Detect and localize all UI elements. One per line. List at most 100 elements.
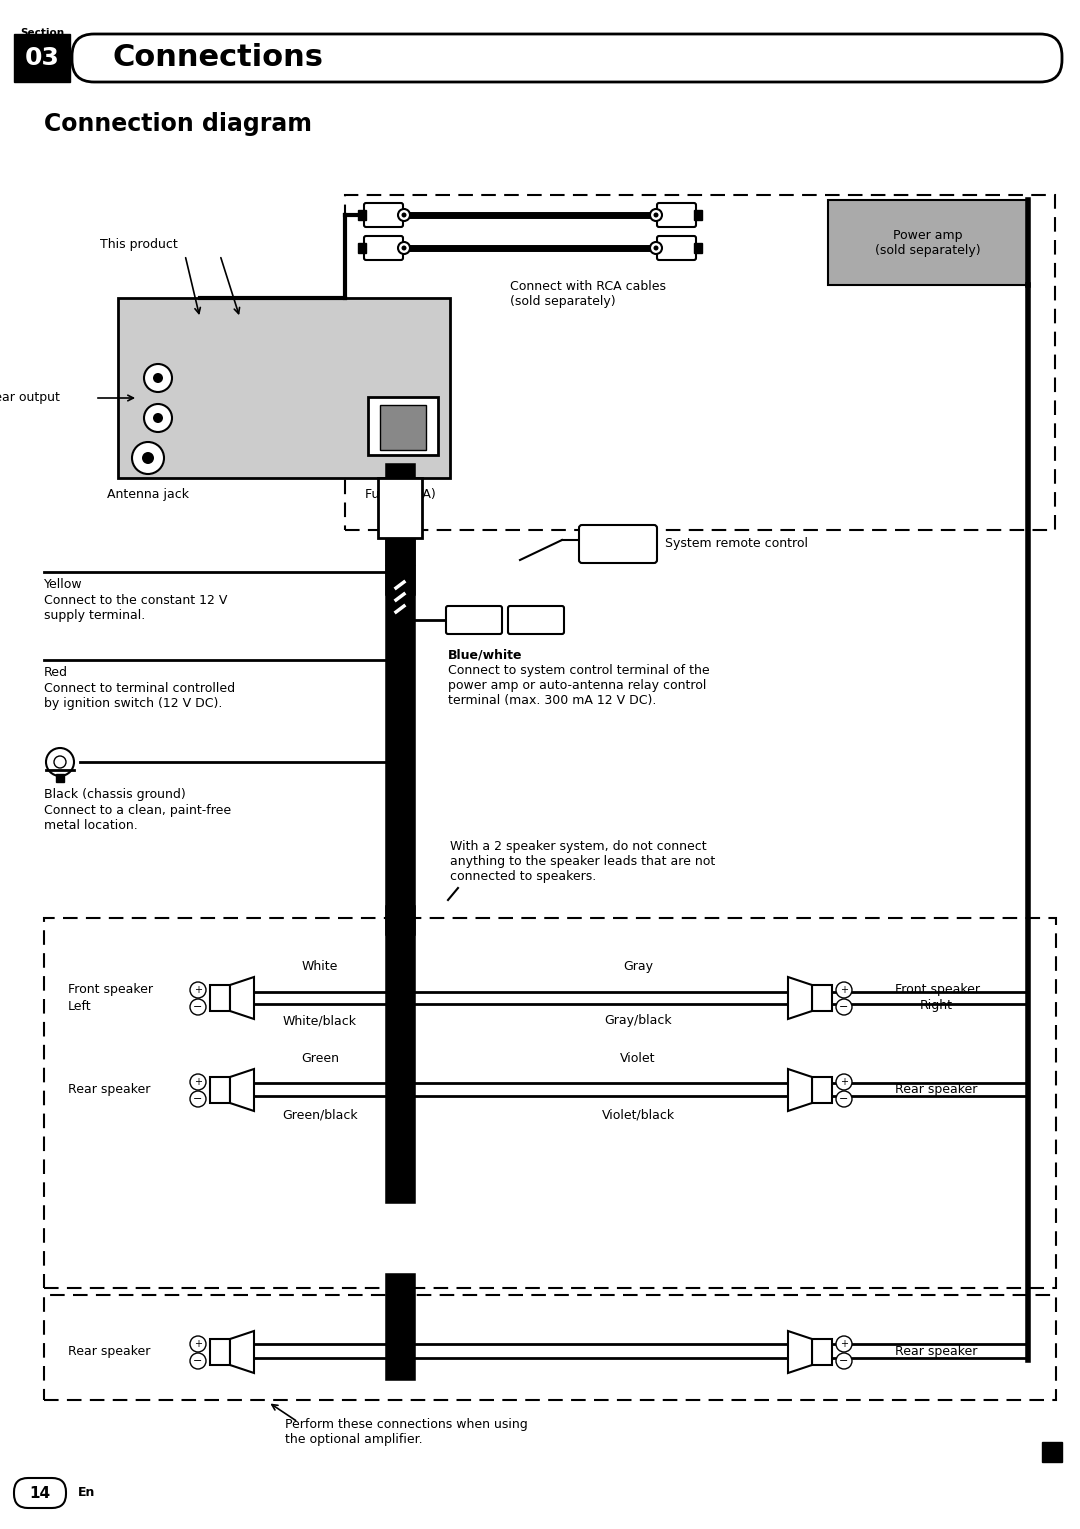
- Text: Rear speaker: Rear speaker: [895, 1346, 977, 1358]
- Bar: [210, 985, 230, 1011]
- Text: Front speaker: Front speaker: [895, 983, 980, 997]
- Text: Rear output: Rear output: [0, 391, 60, 405]
- Text: Connections: Connections: [112, 43, 323, 72]
- Text: −: −: [839, 1095, 849, 1104]
- FancyBboxPatch shape: [364, 203, 403, 226]
- Circle shape: [190, 1336, 206, 1352]
- Polygon shape: [788, 1332, 812, 1373]
- FancyBboxPatch shape: [72, 34, 1062, 83]
- FancyBboxPatch shape: [657, 235, 696, 260]
- Text: Rear speaker: Rear speaker: [895, 1084, 977, 1096]
- Circle shape: [836, 1353, 852, 1368]
- Text: White: White: [301, 960, 338, 972]
- Text: +: +: [194, 985, 202, 995]
- Circle shape: [402, 246, 406, 251]
- Bar: [210, 1076, 230, 1102]
- FancyBboxPatch shape: [14, 1479, 66, 1508]
- Circle shape: [399, 242, 410, 254]
- Bar: [118, 298, 450, 479]
- Circle shape: [836, 1073, 852, 1090]
- Bar: [812, 985, 832, 1011]
- Bar: [378, 479, 422, 538]
- Text: +: +: [840, 985, 848, 995]
- Text: Green/black: Green/black: [282, 1109, 357, 1121]
- Circle shape: [653, 246, 659, 251]
- Text: 03: 03: [25, 46, 59, 70]
- Text: −: −: [193, 1095, 203, 1104]
- Text: Fuse (10 A): Fuse (10 A): [365, 488, 435, 502]
- Circle shape: [190, 982, 206, 998]
- Circle shape: [836, 982, 852, 998]
- Text: −: −: [839, 1356, 849, 1365]
- Polygon shape: [230, 1332, 254, 1373]
- FancyBboxPatch shape: [446, 605, 502, 635]
- Circle shape: [653, 213, 659, 217]
- Circle shape: [650, 242, 662, 254]
- Circle shape: [153, 373, 163, 382]
- Text: Black (chassis ground): Black (chassis ground): [44, 787, 186, 801]
- Circle shape: [402, 213, 406, 217]
- Bar: [210, 1339, 230, 1365]
- Polygon shape: [788, 977, 812, 1018]
- Text: Blue/white: Blue/white: [448, 648, 523, 661]
- Text: Yellow: Yellow: [44, 578, 83, 592]
- Text: Connect to terminal controlled
by ignition switch (12 V DC).: Connect to terminal controlled by igniti…: [44, 682, 235, 709]
- Circle shape: [836, 1092, 852, 1107]
- Text: Connect to a clean, paint-free
metal location.: Connect to a clean, paint-free metal loc…: [44, 804, 231, 832]
- Text: With a 2 speaker system, do not connect
anything to the speaker leads that are n: With a 2 speaker system, do not connect …: [450, 839, 715, 884]
- Text: Violet: Violet: [620, 1052, 656, 1066]
- FancyBboxPatch shape: [380, 405, 426, 450]
- Polygon shape: [230, 1069, 254, 1112]
- Text: −: −: [193, 1001, 203, 1012]
- Text: Perform these connections when using
the optional amplifier.: Perform these connections when using the…: [285, 1417, 528, 1446]
- Text: Antenna jack: Antenna jack: [107, 488, 189, 502]
- Bar: [357, 243, 366, 252]
- Text: Section: Section: [21, 28, 64, 38]
- Bar: [56, 774, 64, 781]
- FancyBboxPatch shape: [368, 398, 438, 456]
- Circle shape: [190, 1092, 206, 1107]
- Bar: [44, 1295, 1056, 1401]
- Bar: [357, 209, 366, 220]
- Circle shape: [190, 998, 206, 1015]
- Text: Gray/black: Gray/black: [604, 1014, 672, 1027]
- Bar: [812, 1076, 832, 1102]
- FancyBboxPatch shape: [508, 605, 564, 635]
- Text: Connect with RCA cables
(sold separately): Connect with RCA cables (sold separately…: [510, 280, 666, 307]
- Text: Green: Green: [301, 1052, 339, 1066]
- Text: En: En: [78, 1486, 95, 1500]
- Circle shape: [46, 748, 75, 777]
- Text: +: +: [840, 1076, 848, 1087]
- Circle shape: [141, 453, 154, 463]
- FancyBboxPatch shape: [364, 235, 403, 260]
- Circle shape: [144, 404, 172, 433]
- Text: Rear speaker: Rear speaker: [68, 1084, 150, 1096]
- Text: Right: Right: [920, 1000, 953, 1012]
- FancyBboxPatch shape: [579, 524, 657, 563]
- Text: This product: This product: [100, 239, 178, 251]
- Bar: [694, 209, 702, 220]
- Bar: [14, 34, 70, 83]
- Bar: [44, 917, 1056, 1287]
- Text: +: +: [194, 1339, 202, 1349]
- Text: Left: Left: [68, 1000, 92, 1012]
- Circle shape: [190, 1353, 206, 1368]
- Bar: [1042, 1442, 1062, 1462]
- Text: −: −: [839, 1001, 849, 1012]
- Text: +: +: [840, 1339, 848, 1349]
- Circle shape: [190, 1073, 206, 1090]
- Text: −: −: [193, 1356, 203, 1365]
- Text: Gray: Gray: [623, 960, 653, 972]
- Circle shape: [650, 209, 662, 222]
- Circle shape: [153, 413, 163, 424]
- Text: Connect to the constant 12 V
supply terminal.: Connect to the constant 12 V supply term…: [44, 593, 228, 622]
- Polygon shape: [230, 977, 254, 1018]
- Circle shape: [132, 442, 164, 474]
- Polygon shape: [788, 1069, 812, 1112]
- Text: +: +: [194, 1076, 202, 1087]
- FancyBboxPatch shape: [657, 203, 696, 226]
- Circle shape: [54, 755, 66, 768]
- Bar: [828, 200, 1028, 284]
- Circle shape: [836, 1336, 852, 1352]
- Bar: [694, 243, 702, 252]
